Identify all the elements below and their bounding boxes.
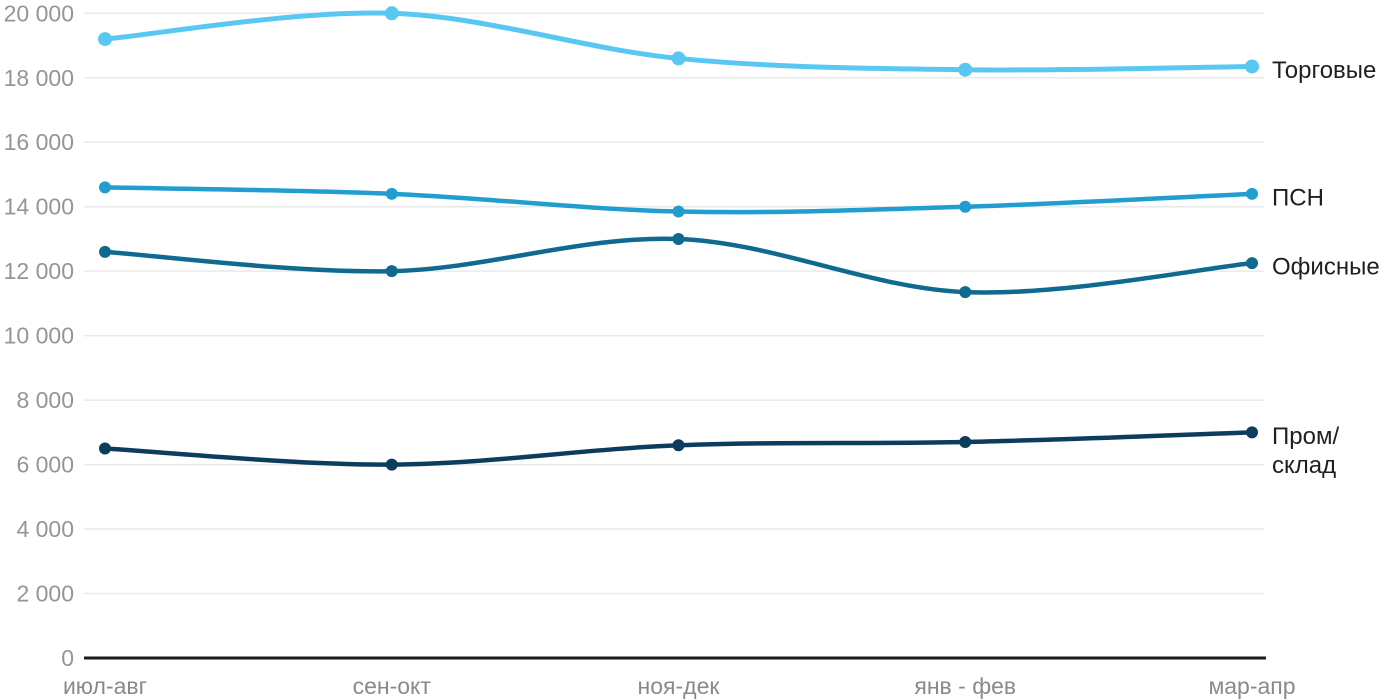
- y-tick-label-12000: 12 000: [4, 258, 74, 284]
- data-point-psn-2[interactable]: [672, 205, 685, 218]
- data-point-psn-1[interactable]: [385, 187, 398, 200]
- y-tick-label-20000: 20 000: [4, 0, 74, 26]
- data-point-torgovye-3[interactable]: [958, 62, 973, 77]
- series-line-ofisnye: [102, 236, 1255, 295]
- data-point-prom-sklad-0[interactable]: [99, 442, 111, 455]
- x-tick-label-4: мар-апр: [1208, 673, 1295, 699]
- series-label-prom-sklad-line-1: склад: [1272, 452, 1336, 479]
- x-tick-label-2: ноя-дек: [638, 673, 721, 699]
- data-point-torgovye-1[interactable]: [384, 6, 399, 21]
- series-label-torgovye: Торговые: [1272, 57, 1376, 84]
- y-tick-label-6000: 6 000: [16, 452, 74, 478]
- y-tick-label-10000: 10 000: [4, 323, 74, 349]
- data-point-ofisnye-4[interactable]: [1246, 257, 1258, 270]
- series-label-psn: ПСН: [1272, 184, 1324, 211]
- data-point-psn-3[interactable]: [959, 200, 972, 213]
- data-point-torgovye-2[interactable]: [671, 51, 686, 66]
- y-tick-label-4000: 4 000: [16, 516, 74, 542]
- data-point-ofisnye-1[interactable]: [385, 265, 398, 278]
- data-point-torgovye-4[interactable]: [1245, 59, 1259, 74]
- data-point-ofisnye-3[interactable]: [959, 286, 972, 299]
- y-tick-label-14000: 14 000: [4, 194, 74, 220]
- data-point-torgovye-0[interactable]: [98, 32, 112, 47]
- data-point-prom-sklad-2[interactable]: [672, 439, 685, 452]
- x-tick-label-0: июл-авг: [63, 673, 147, 699]
- y-tick-label-2000: 2 000: [16, 581, 74, 607]
- y-tick-label-0: 0: [61, 645, 74, 671]
- y-tick-label-16000: 16 000: [4, 129, 74, 155]
- x-tick-label-1: сен-окт: [353, 673, 432, 699]
- x-tick-label-3: янв - фев: [914, 673, 1016, 699]
- data-point-psn-4[interactable]: [1246, 187, 1258, 200]
- data-point-ofisnye-2[interactable]: [672, 232, 685, 245]
- y-tick-label-8000: 8 000: [16, 387, 74, 413]
- data-point-psn-0[interactable]: [99, 181, 111, 194]
- data-point-prom-sklad-3[interactable]: [959, 436, 972, 449]
- series-label-ofisnye: Офисные: [1272, 254, 1380, 281]
- data-point-prom-sklad-1[interactable]: [385, 458, 398, 471]
- y-tick-label-18000: 18 000: [4, 65, 74, 91]
- data-point-ofisnye-0[interactable]: [99, 245, 111, 258]
- series-label-prom-sklad-line-0: Пром/: [1272, 423, 1339, 450]
- data-point-prom-sklad-4[interactable]: [1246, 426, 1258, 439]
